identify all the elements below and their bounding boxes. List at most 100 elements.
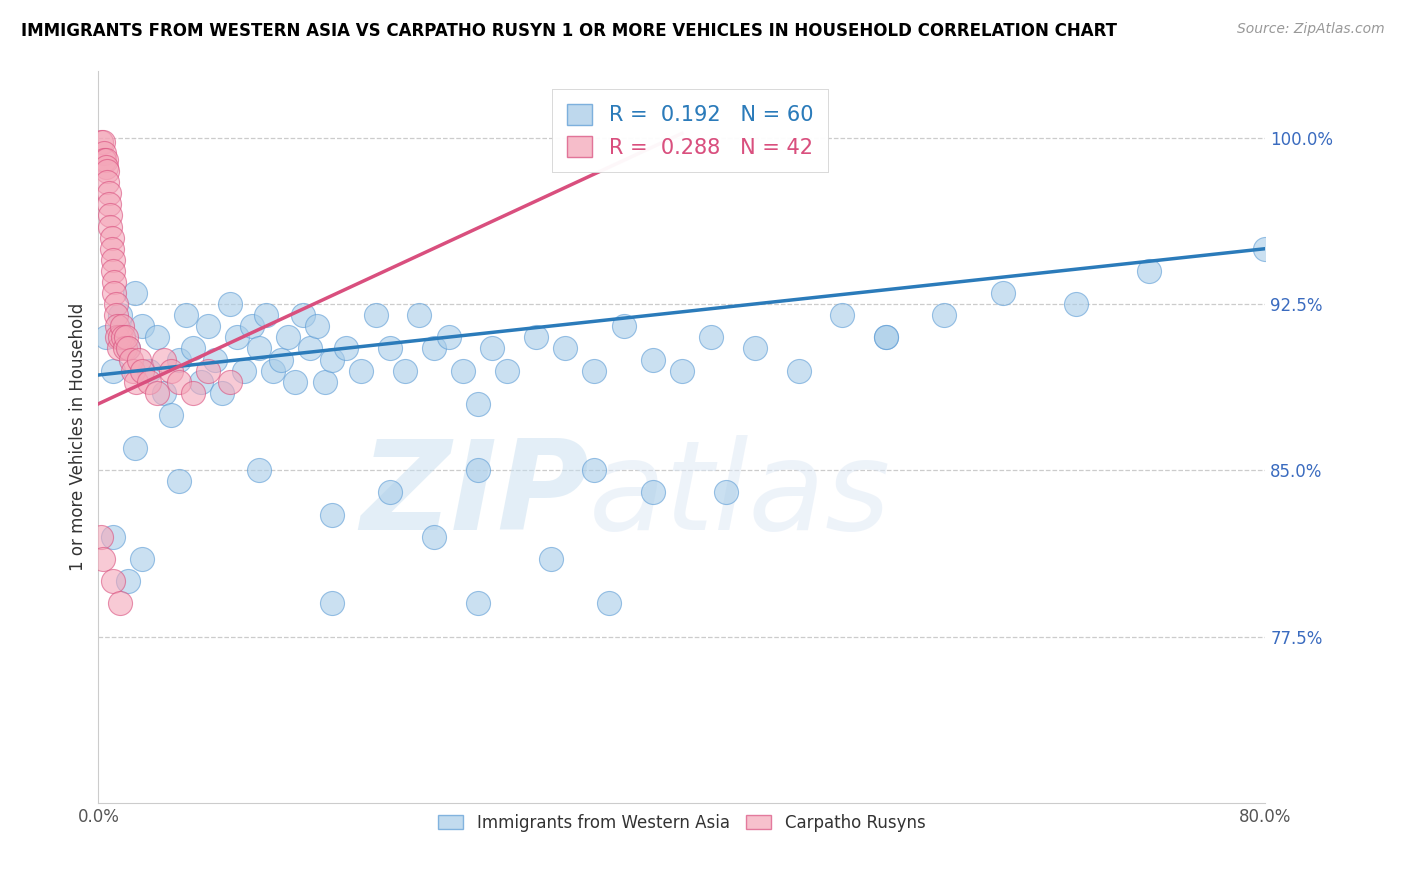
Point bbox=[153, 385, 176, 400]
Point bbox=[117, 342, 139, 356]
Point bbox=[598, 596, 620, 610]
Point bbox=[197, 319, 219, 334]
Point bbox=[233, 363, 256, 377]
Point bbox=[408, 308, 430, 322]
Point bbox=[700, 330, 723, 344]
Point bbox=[262, 363, 284, 377]
Point bbox=[101, 264, 124, 278]
Point bbox=[90, 530, 112, 544]
Point bbox=[138, 363, 160, 377]
Point bbox=[105, 330, 128, 344]
Point bbox=[131, 319, 153, 334]
Point bbox=[197, 363, 219, 377]
Point bbox=[93, 146, 115, 161]
Legend: Immigrants from Western Asia, Carpatho Rusyns: Immigrants from Western Asia, Carpatho R… bbox=[432, 807, 932, 838]
Point bbox=[100, 242, 122, 256]
Point bbox=[181, 342, 204, 356]
Point bbox=[284, 375, 307, 389]
Point bbox=[101, 363, 124, 377]
Point bbox=[117, 574, 139, 589]
Point bbox=[153, 352, 176, 367]
Y-axis label: 1 or more Vehicles in Household: 1 or more Vehicles in Household bbox=[69, 303, 87, 571]
Point bbox=[91, 136, 114, 150]
Point bbox=[97, 186, 120, 201]
Point bbox=[875, 330, 897, 344]
Point bbox=[612, 319, 634, 334]
Point bbox=[277, 330, 299, 344]
Point bbox=[641, 352, 664, 367]
Point bbox=[321, 352, 343, 367]
Point bbox=[423, 342, 446, 356]
Point bbox=[423, 530, 446, 544]
Point bbox=[97, 197, 120, 211]
Point bbox=[105, 319, 128, 334]
Point bbox=[934, 308, 956, 322]
Point bbox=[437, 330, 460, 344]
Point bbox=[96, 164, 118, 178]
Point bbox=[467, 463, 489, 477]
Point bbox=[160, 363, 183, 377]
Point bbox=[110, 596, 132, 610]
Point bbox=[114, 342, 136, 356]
Point bbox=[314, 375, 336, 389]
Point bbox=[108, 342, 131, 356]
Point bbox=[91, 552, 114, 566]
Point bbox=[104, 308, 127, 322]
Point bbox=[160, 408, 183, 422]
Point bbox=[104, 297, 127, 311]
Point bbox=[101, 574, 124, 589]
Point bbox=[138, 375, 160, 389]
Point bbox=[307, 319, 329, 334]
Point bbox=[270, 352, 292, 367]
Point bbox=[117, 342, 139, 356]
Point bbox=[115, 330, 138, 344]
Text: atlas: atlas bbox=[589, 435, 890, 556]
Text: IMMIGRANTS FROM WESTERN ASIA VS CARPATHO RUSYN 1 OR MORE VEHICLES IN HOUSEHOLD C: IMMIGRANTS FROM WESTERN ASIA VS CARPATHO… bbox=[21, 22, 1118, 40]
Point bbox=[211, 385, 233, 400]
Point bbox=[93, 153, 115, 167]
Point bbox=[481, 342, 503, 356]
Point bbox=[218, 375, 240, 389]
Point bbox=[174, 308, 197, 322]
Point bbox=[321, 596, 343, 610]
Point bbox=[641, 485, 664, 500]
Point bbox=[298, 342, 321, 356]
Point bbox=[467, 596, 489, 610]
Point bbox=[128, 352, 150, 367]
Point bbox=[131, 552, 153, 566]
Point bbox=[112, 330, 135, 344]
Point bbox=[364, 308, 387, 322]
Point bbox=[101, 530, 124, 544]
Point bbox=[240, 319, 263, 334]
Point bbox=[98, 209, 121, 223]
Point bbox=[1137, 264, 1160, 278]
Point bbox=[146, 330, 169, 344]
Point bbox=[110, 330, 132, 344]
Point bbox=[524, 330, 547, 344]
Text: ZIP: ZIP bbox=[360, 435, 589, 556]
Point bbox=[103, 285, 125, 300]
Point bbox=[451, 363, 474, 377]
Point bbox=[1064, 297, 1087, 311]
Point bbox=[101, 252, 124, 267]
Point bbox=[110, 308, 132, 322]
Point bbox=[111, 319, 134, 334]
Point bbox=[96, 175, 118, 189]
Point bbox=[291, 308, 314, 322]
Point bbox=[1254, 242, 1277, 256]
Point bbox=[167, 475, 190, 489]
Point bbox=[167, 352, 190, 367]
Point bbox=[124, 285, 146, 300]
Point bbox=[124, 441, 146, 455]
Point bbox=[831, 308, 853, 322]
Point bbox=[100, 230, 122, 244]
Point bbox=[335, 342, 357, 356]
Point bbox=[380, 342, 402, 356]
Point bbox=[350, 363, 373, 377]
Point bbox=[90, 136, 112, 150]
Point bbox=[125, 375, 148, 389]
Point bbox=[554, 342, 576, 356]
Point bbox=[146, 385, 169, 400]
Point bbox=[875, 330, 897, 344]
Point bbox=[467, 397, 489, 411]
